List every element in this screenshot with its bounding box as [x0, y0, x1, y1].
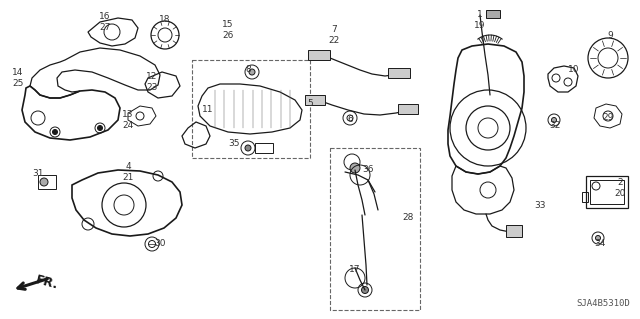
Circle shape	[40, 178, 48, 186]
Bar	[305, 95, 325, 105]
Text: FR.: FR.	[34, 274, 60, 292]
Text: 2
20: 2 20	[614, 178, 626, 198]
Bar	[192, 60, 310, 158]
Text: 33: 33	[534, 202, 546, 211]
Text: 6: 6	[347, 115, 353, 124]
Text: 17: 17	[349, 265, 361, 275]
Bar	[255, 143, 273, 153]
Text: 9: 9	[607, 32, 613, 41]
Circle shape	[362, 286, 369, 293]
Circle shape	[595, 235, 600, 241]
Circle shape	[245, 145, 251, 151]
Circle shape	[350, 163, 360, 173]
Text: 10: 10	[568, 65, 580, 75]
Bar	[330, 148, 420, 310]
Text: 30: 30	[154, 240, 166, 249]
Text: 31: 31	[32, 169, 44, 179]
Text: 36: 36	[362, 166, 374, 174]
Bar	[590, 180, 624, 204]
Text: 7
22: 7 22	[328, 25, 340, 45]
Bar	[398, 104, 418, 114]
Text: 35: 35	[228, 139, 240, 149]
Text: 13
24: 13 24	[122, 110, 134, 130]
Bar	[486, 10, 500, 18]
Text: 15
26: 15 26	[222, 20, 234, 40]
Circle shape	[249, 69, 255, 75]
Bar	[38, 175, 56, 189]
Text: 14
25: 14 25	[12, 68, 24, 88]
Circle shape	[52, 130, 58, 135]
Bar	[586, 176, 628, 208]
Text: 28: 28	[403, 213, 413, 222]
Text: 34: 34	[595, 240, 605, 249]
Text: 12
23: 12 23	[147, 72, 157, 92]
Text: 18: 18	[159, 16, 171, 25]
Text: SJA4B5310D: SJA4B5310D	[576, 299, 630, 308]
Text: 16
27: 16 27	[99, 12, 111, 32]
Text: 4
21: 4 21	[122, 162, 134, 182]
Bar	[308, 50, 330, 60]
Circle shape	[97, 125, 102, 130]
Circle shape	[552, 117, 557, 122]
Bar	[582, 192, 588, 202]
Text: 29: 29	[602, 114, 614, 122]
Text: 1
19: 1 19	[474, 10, 486, 30]
Bar	[506, 225, 522, 237]
Text: 8: 8	[245, 65, 251, 75]
Text: 5: 5	[307, 100, 313, 108]
Text: 32: 32	[549, 122, 561, 130]
Text: 11: 11	[202, 106, 214, 115]
Bar	[388, 68, 410, 78]
